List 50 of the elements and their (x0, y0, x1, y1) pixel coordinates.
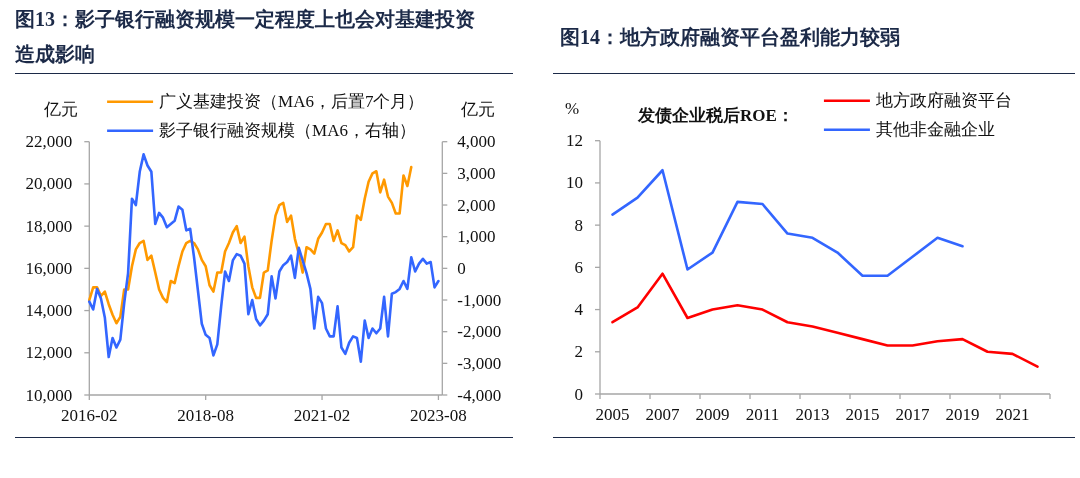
y-tick-label: 20,000 (25, 174, 73, 194)
y-tick-label: 22,000 (25, 132, 73, 152)
y2-tick-label: 0 (457, 258, 466, 278)
y-tick-label: 4 (574, 300, 584, 320)
y-tick-label: 14,000 (25, 301, 73, 321)
y-tick-label: 2 (574, 342, 583, 362)
x-tick-label: 2005 (595, 404, 630, 424)
line-series (611, 168, 964, 278)
y2-tick-label: -2,000 (457, 322, 502, 342)
x-tick-label: 2013 (795, 404, 830, 424)
x-tick-label: 2018-08 (177, 405, 235, 425)
y-axis-title: 亿元 (43, 100, 79, 120)
line-series (88, 153, 440, 364)
x-tick-label: 2017 (895, 404, 930, 424)
y-tick-label: 12 (566, 131, 583, 151)
x-tick-label: 2016-02 (60, 405, 118, 425)
y-axis-title: % (564, 99, 580, 119)
y-tick-label: 8 (574, 215, 583, 235)
x-tick-label: 2011 (745, 404, 780, 424)
y-tick-label: 6 (574, 257, 583, 277)
legend-label: 其他非金融企业 (875, 120, 995, 140)
legend-label: 影子银行融资规模（MA6，右轴） (159, 121, 416, 141)
legend-title: 发债企业税后ROE： (637, 105, 794, 125)
x-tick-label: 2009 (695, 404, 730, 424)
x-tick-label: 2015 (845, 404, 880, 424)
y2-axis-title: 亿元 (460, 100, 496, 120)
y2-tick-label: 4,000 (457, 132, 496, 152)
y2-tick-label: 2,000 (457, 195, 496, 215)
line-series (611, 272, 1039, 368)
chart-title: 图13：影子银行融资规模一定程度上也会对基建投资造成影响 (15, 7, 476, 67)
y2-tick-label: -4,000 (457, 385, 502, 405)
y2-tick-label: -1,000 (457, 290, 502, 310)
x-tick-label: 2021 (995, 404, 1030, 424)
y2-tick-label: -3,000 (457, 353, 502, 373)
y-tick-label: 18,000 (25, 216, 73, 236)
chart-title: 图14：地方政府融资平台盈利能力较弱 (560, 25, 901, 50)
y-tick-label: 12,000 (25, 343, 73, 363)
y-tick-label: 10,000 (25, 385, 73, 405)
legend-label: 地方政府融资平台 (874, 91, 1012, 111)
y-tick-label: 10 (566, 173, 583, 193)
y-tick-label: 16,000 (25, 258, 73, 278)
x-tick-label: 2021-02 (293, 405, 351, 425)
y2-tick-label: 1,000 (457, 227, 496, 247)
x-tick-label: 2007 (645, 404, 680, 424)
legend-label: 广义基建投资（MA6，后置7个月） (159, 92, 425, 112)
y2-tick-label: 3,000 (457, 163, 496, 183)
line-series (88, 165, 413, 325)
x-tick-label: 2023-08 (410, 405, 467, 425)
y-tick-label: 0 (574, 384, 583, 404)
x-tick-label: 2019 (945, 404, 980, 424)
